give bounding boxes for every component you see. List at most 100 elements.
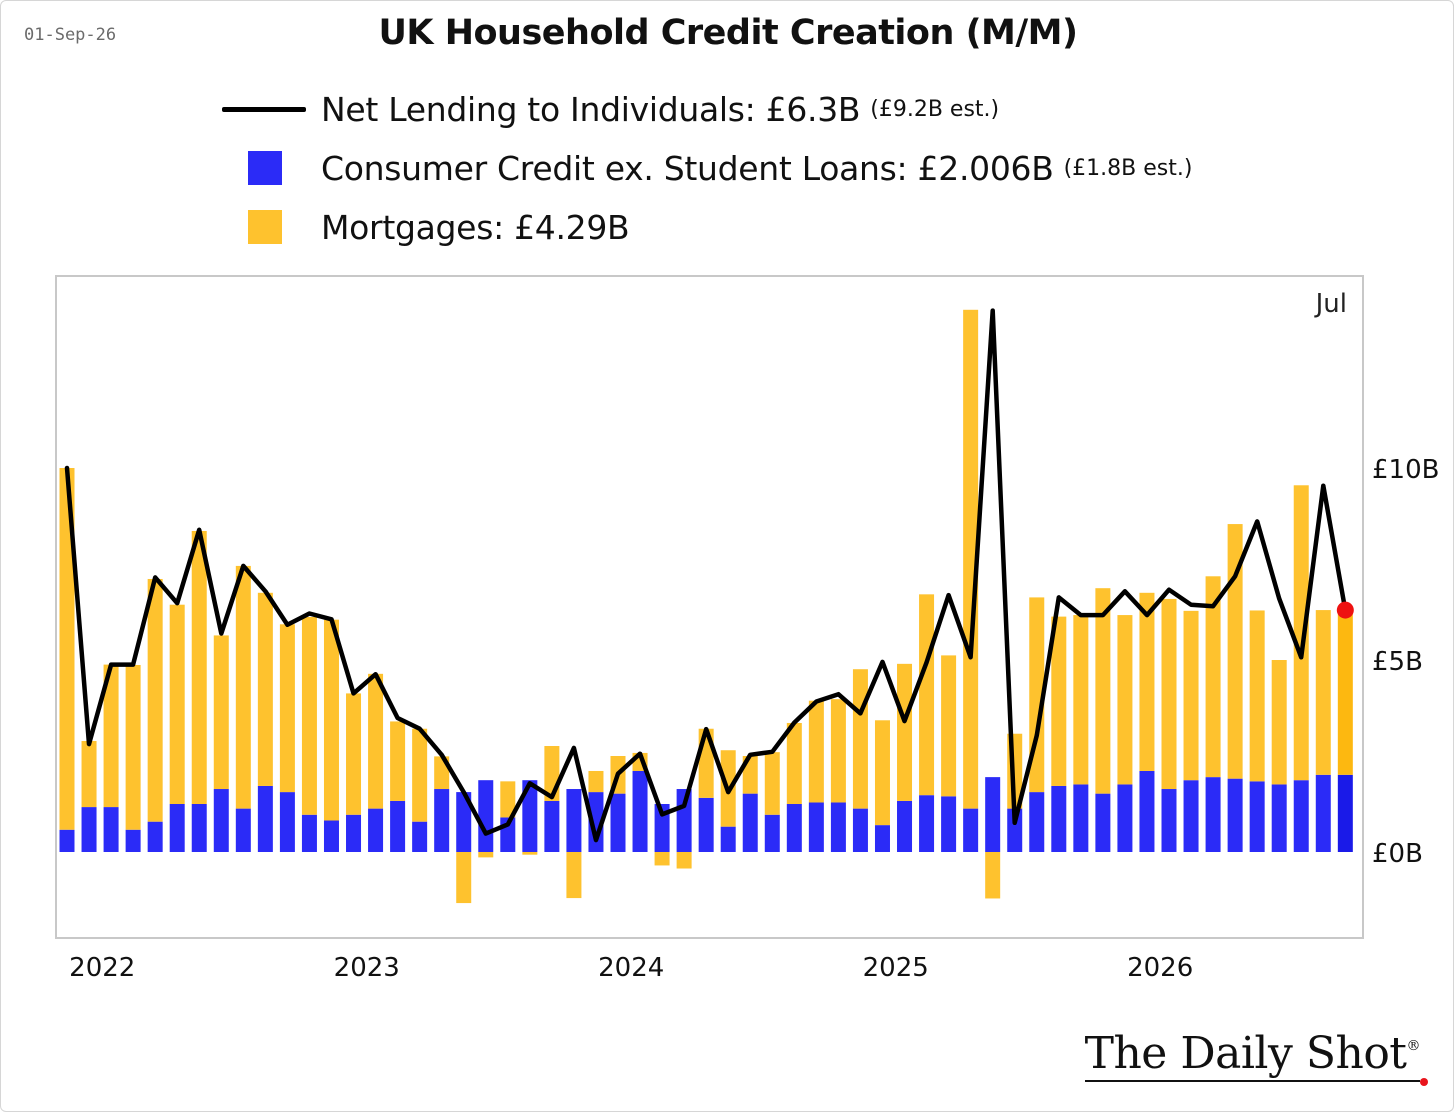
consumer-credit-bar [346, 814, 362, 852]
consumer-credit-bar [1227, 778, 1243, 852]
mortgages-bar [125, 664, 141, 830]
x-tick-label: 2026 [1127, 953, 1193, 983]
mortgages-bar [588, 770, 604, 793]
legend-swatch-mortgages [248, 210, 282, 244]
legend-label-mortgages: Mortgages: £4.29B [321, 207, 630, 247]
consumer-credit-bar [588, 792, 604, 852]
legend-note-net-lending: (£9.2B est.) [870, 96, 1000, 122]
mortgages-bar [1337, 610, 1353, 775]
legend-item-consumer-credit: Consumer Credit ex. Student Loans: £2.00… [222, 148, 1192, 188]
mortgages-bar [676, 852, 692, 869]
consumer-credit-bar [213, 789, 229, 852]
mortgages-bar [147, 578, 163, 822]
consumer-credit-bar [1051, 785, 1067, 852]
mortgages-bar [1227, 524, 1243, 779]
legend-item-mortgages: Mortgages: £4.29B [222, 207, 630, 247]
consumer-credit-bar [985, 777, 1001, 852]
brand-logo: The Daily Shot® [1084, 1028, 1428, 1086]
consumer-credit-bar [1161, 789, 1177, 852]
mortgages-bar [874, 720, 890, 826]
mortgages-bar [1315, 610, 1331, 775]
mortgages-bar [1249, 610, 1265, 782]
consumer-credit-bar [1073, 784, 1089, 852]
y-tick-label: £10B [1372, 455, 1439, 485]
mortgages-bar [456, 852, 472, 904]
consumer-credit-bar [1293, 780, 1309, 852]
consumer-credit-bar [830, 802, 846, 852]
consumer-credit-bar [147, 821, 163, 852]
mortgages-bar [1051, 616, 1067, 786]
consumer-credit-bar [786, 804, 802, 852]
consumer-credit-bar [478, 780, 494, 852]
mortgages-bar [963, 309, 979, 809]
legend-note-consumer-credit: (£1.8B est.) [1063, 155, 1193, 181]
publish-date: 01-Sep-26 [24, 25, 117, 45]
x-tick-label: 2025 [863, 953, 929, 983]
legend-label-consumer-credit: Consumer Credit ex. Student Loans: £2.00… [321, 148, 1054, 188]
mortgages-bar [522, 852, 538, 855]
mortgages-bar [235, 565, 251, 809]
y-tick-label: £5B [1372, 647, 1423, 677]
mortgages-bar [346, 693, 362, 815]
plot-area-border [55, 275, 1364, 939]
consumer-credit-bar [676, 789, 692, 852]
consumer-credit-bar [874, 825, 890, 852]
consumer-credit-bar [103, 807, 119, 852]
consumer-credit-bar [897, 800, 913, 852]
mortgages-bar [301, 616, 317, 815]
mortgages-bar [213, 635, 229, 790]
mortgages-bar [412, 728, 428, 822]
consumer-credit-bar [125, 829, 141, 852]
consumer-credit-bar [390, 800, 406, 852]
legend-item-net-lending: Net Lending to Individuals: £6.3B (£9.2B… [222, 89, 999, 129]
mortgages-bar [169, 604, 185, 804]
mortgages-bar [786, 722, 802, 804]
consumer-credit-bar [544, 800, 560, 852]
consumer-credit-bar [610, 793, 626, 852]
consumer-credit-bar [1117, 784, 1133, 852]
brand-dot [1420, 1078, 1428, 1086]
consumer-credit-bar [301, 814, 317, 852]
consumer-credit-bar [169, 804, 185, 852]
consumer-credit-bar [919, 795, 935, 852]
mortgages-bar [1293, 485, 1309, 781]
mortgages-bar [279, 624, 295, 793]
consumer-credit-bar [323, 820, 339, 852]
chart-title: UK Household Credit Creation (M/M) [378, 13, 1078, 53]
mortgages-bar [1205, 576, 1221, 778]
mortgages-bar [191, 530, 207, 804]
consumer-credit-bar [412, 821, 428, 852]
consumer-credit-bar [1205, 777, 1221, 852]
consumer-credit-bar [852, 808, 868, 852]
consumer-credit-bar [257, 785, 273, 852]
mortgages-bar [59, 468, 75, 830]
last-month-label: Jul [1314, 289, 1347, 319]
legend-swatch-consumer [248, 151, 282, 185]
legend-line-swatch [222, 106, 306, 112]
consumer-credit-bar [1315, 774, 1331, 852]
consumer-credit-bar [654, 804, 670, 852]
brand-registered-mark: ® [1406, 1038, 1421, 1054]
consumer-credit-bar [368, 808, 384, 852]
brand-name: The Daily Shot [1084, 1028, 1407, 1079]
mortgages-bar [323, 619, 339, 821]
consumer-credit-bar [59, 829, 75, 852]
consumer-credit-bar [191, 804, 207, 852]
consumer-credit-bar [279, 792, 295, 852]
x-tick-label: 2024 [598, 953, 664, 983]
mortgages-bar [808, 700, 824, 803]
mortgages-bar [852, 669, 868, 809]
consumer-credit-bar [235, 808, 251, 852]
legend-label-net-lending: Net Lending to Individuals: £6.3B [321, 89, 861, 129]
consumer-credit-bar [632, 770, 648, 852]
mortgages-bar [390, 721, 406, 801]
y-tick-label: £0B [1372, 839, 1423, 869]
mortgages-bar [1271, 660, 1287, 785]
mortgages-bar [566, 852, 582, 899]
consumer-credit-bar [522, 780, 538, 852]
consumer-credit-bar [81, 807, 97, 852]
consumer-credit-bar [742, 793, 758, 852]
mortgages-bar [257, 592, 273, 786]
mortgages-bar [103, 664, 119, 808]
net-lending-last-point [1336, 601, 1354, 619]
